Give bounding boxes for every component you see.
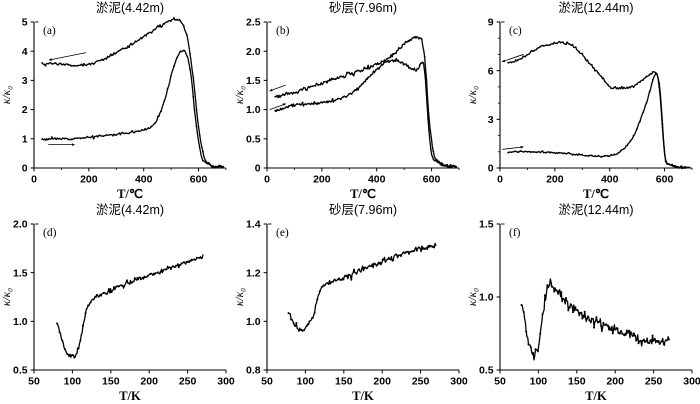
svg-text:κ/κ₀: κ/κ₀ bbox=[1, 288, 13, 306]
svg-text:6: 6 bbox=[488, 65, 494, 77]
svg-text:300: 300 bbox=[683, 375, 700, 387]
svg-text:400: 400 bbox=[368, 173, 386, 185]
svg-text:4: 4 bbox=[22, 46, 28, 58]
svg-text:0: 0 bbox=[22, 163, 28, 175]
svg-text:砂层(7.96m): 砂层(7.96m) bbox=[329, 1, 397, 15]
svg-text:淤泥(12.44m): 淤泥(12.44m) bbox=[558, 203, 633, 217]
svg-text:κ/κ₀: κ/κ₀ bbox=[467, 288, 479, 306]
svg-text:400: 400 bbox=[135, 173, 153, 185]
svg-text:200: 200 bbox=[140, 375, 158, 387]
svg-text:2.0: 2.0 bbox=[246, 46, 261, 58]
svg-text:1.0: 1.0 bbox=[246, 316, 261, 328]
svg-text:400: 400 bbox=[601, 173, 619, 185]
svg-text:1.0: 1.0 bbox=[13, 316, 28, 328]
svg-text:100: 100 bbox=[530, 375, 548, 387]
svg-text:3: 3 bbox=[22, 75, 28, 87]
svg-text:0: 0 bbox=[31, 173, 37, 185]
svg-text:250: 250 bbox=[645, 375, 663, 387]
svg-text:T/℃: T/℃ bbox=[583, 187, 609, 201]
svg-text:100: 100 bbox=[64, 375, 82, 387]
svg-text:150: 150 bbox=[102, 375, 120, 387]
svg-text:(a): (a) bbox=[43, 25, 56, 37]
svg-text:0.5: 0.5 bbox=[479, 365, 494, 377]
svg-text:100: 100 bbox=[297, 375, 315, 387]
svg-text:1.5: 1.5 bbox=[13, 267, 28, 279]
svg-text:200: 200 bbox=[313, 173, 331, 185]
svg-text:T/K: T/K bbox=[585, 389, 607, 403]
svg-text:T/℃: T/℃ bbox=[350, 187, 376, 201]
svg-text:600: 600 bbox=[190, 173, 208, 185]
svg-text:1.5: 1.5 bbox=[479, 219, 494, 231]
svg-text:淤泥(4.42m): 淤泥(4.42m) bbox=[96, 1, 164, 15]
svg-text:T/K: T/K bbox=[352, 389, 374, 403]
svg-text:0: 0 bbox=[264, 173, 270, 185]
svg-text:3: 3 bbox=[488, 114, 494, 126]
svg-text:250: 250 bbox=[179, 375, 197, 387]
svg-text:150: 150 bbox=[568, 375, 586, 387]
svg-text:0.5: 0.5 bbox=[13, 365, 28, 377]
svg-text:κ/κ₀: κ/κ₀ bbox=[234, 288, 246, 306]
svg-text:5: 5 bbox=[22, 17, 28, 29]
svg-text:(b): (b) bbox=[276, 25, 290, 37]
svg-text:200: 200 bbox=[606, 375, 624, 387]
svg-text:淤泥(12.44m): 淤泥(12.44m) bbox=[558, 1, 633, 15]
svg-text:250: 250 bbox=[412, 375, 430, 387]
svg-text:1.4: 1.4 bbox=[246, 219, 261, 231]
svg-text:0.8: 0.8 bbox=[246, 365, 261, 377]
svg-text:T/℃: T/℃ bbox=[117, 187, 143, 201]
svg-text:0.5: 0.5 bbox=[246, 133, 261, 145]
svg-text:600: 600 bbox=[656, 173, 674, 185]
svg-text:50: 50 bbox=[261, 375, 273, 387]
svg-text:50: 50 bbox=[28, 375, 40, 387]
svg-text:1.2: 1.2 bbox=[246, 267, 261, 279]
svg-text:600: 600 bbox=[423, 173, 441, 185]
svg-text:200: 200 bbox=[80, 173, 98, 185]
svg-text:淤泥(4.42m): 淤泥(4.42m) bbox=[96, 203, 164, 217]
svg-text:2.0: 2.0 bbox=[13, 219, 28, 231]
svg-text:2.5: 2.5 bbox=[246, 17, 261, 29]
svg-text:κ/κ₀: κ/κ₀ bbox=[467, 86, 479, 104]
svg-text:1.5: 1.5 bbox=[246, 75, 261, 87]
svg-text:200: 200 bbox=[546, 173, 564, 185]
svg-text:9: 9 bbox=[488, 17, 494, 29]
svg-text:200: 200 bbox=[373, 375, 391, 387]
svg-text:(d): (d) bbox=[43, 227, 57, 239]
svg-text:150: 150 bbox=[335, 375, 353, 387]
svg-text:1.0: 1.0 bbox=[246, 104, 261, 116]
svg-text:0: 0 bbox=[488, 163, 494, 175]
svg-text:1.0: 1.0 bbox=[479, 292, 494, 304]
svg-text:(e): (e) bbox=[276, 227, 289, 239]
svg-text:2: 2 bbox=[22, 104, 28, 116]
svg-text:1: 1 bbox=[22, 133, 28, 145]
svg-text:κ/κ₀: κ/κ₀ bbox=[1, 86, 13, 104]
svg-text:T/K: T/K bbox=[119, 389, 141, 403]
svg-text:砂层(7.96m): 砂层(7.96m) bbox=[329, 203, 397, 217]
svg-text:50: 50 bbox=[494, 375, 506, 387]
svg-text:(c): (c) bbox=[509, 25, 522, 37]
svg-text:κ/κ₀: κ/κ₀ bbox=[234, 86, 246, 104]
svg-text:0: 0 bbox=[497, 173, 503, 185]
svg-text:0: 0 bbox=[255, 163, 261, 175]
svg-text:(f): (f) bbox=[509, 227, 521, 239]
